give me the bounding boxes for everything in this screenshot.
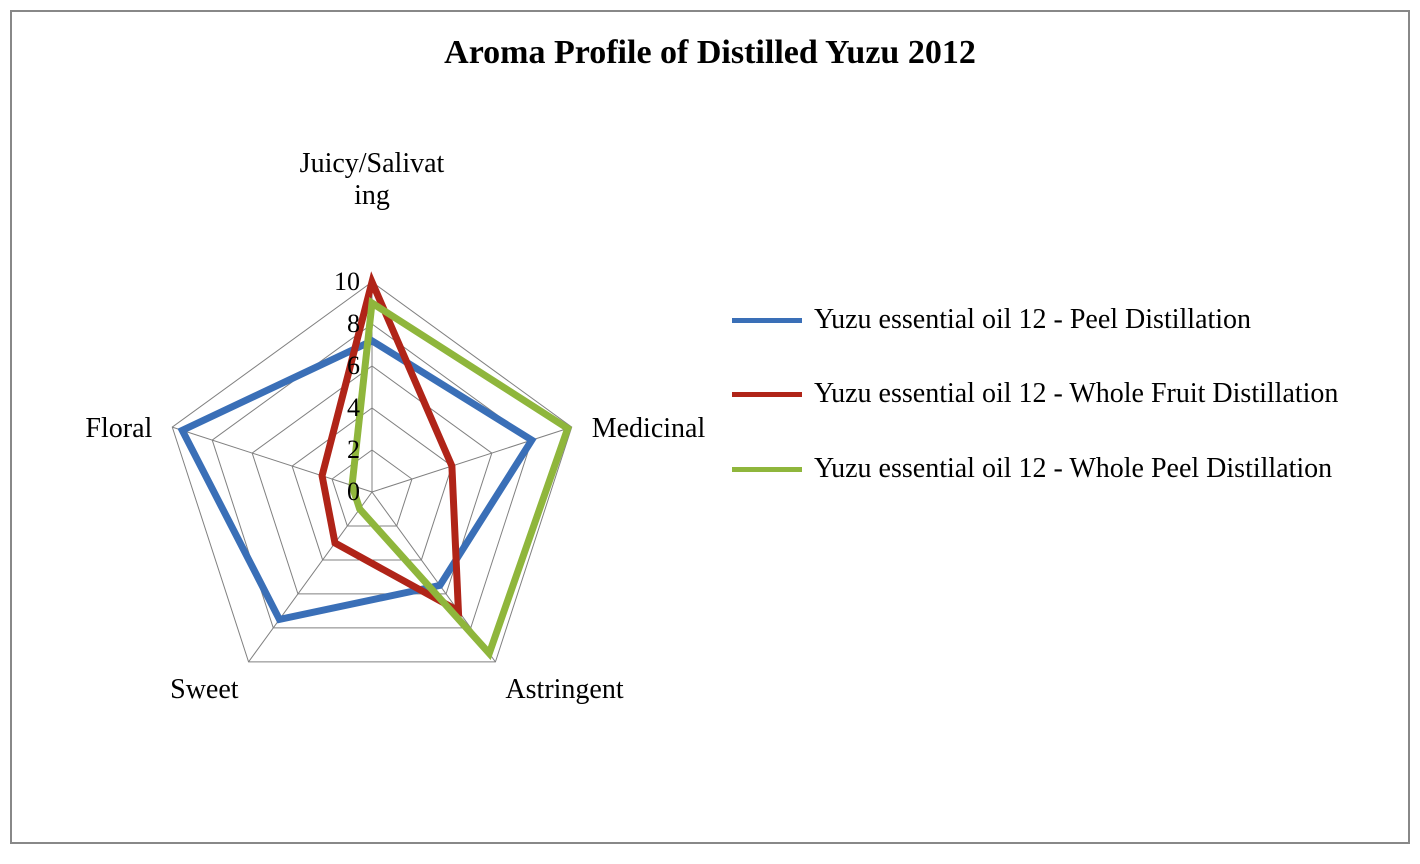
- grid-spoke: [372, 427, 572, 492]
- tick-label: 6: [310, 351, 360, 381]
- legend-color-line: [732, 392, 802, 397]
- tick-label: 8: [310, 309, 360, 339]
- legend-item: Yuzu essential oil 12 - Whole Peel Disti…: [732, 451, 1338, 487]
- axis-label: Juicy/Salivating: [262, 148, 482, 212]
- radar-chart-container: Aroma Profile of Distilled Yuzu 2012 Jui…: [10, 10, 1410, 844]
- tick-label: 4: [310, 393, 360, 423]
- axis-label: Sweet: [89, 674, 239, 706]
- legend-label: Yuzu essential oil 12 - Whole Peel Disti…: [814, 451, 1332, 487]
- tick-label: 2: [310, 435, 360, 465]
- axis-label: Astringent: [505, 674, 705, 706]
- tick-label: 0: [310, 477, 360, 507]
- legend-color-line: [732, 318, 802, 323]
- axis-label: Floral: [2, 413, 152, 445]
- legend-item: Yuzu essential oil 12 - Peel Distillatio…: [732, 302, 1338, 338]
- legend-label: Yuzu essential oil 12 - Peel Distillatio…: [814, 302, 1251, 338]
- legend-color-line: [732, 467, 802, 472]
- grid-spoke: [249, 492, 372, 662]
- legend-item: Yuzu essential oil 12 - Whole Fruit Dist…: [732, 376, 1338, 412]
- legend-label: Yuzu essential oil 12 - Whole Fruit Dist…: [814, 376, 1338, 412]
- tick-label: 10: [310, 267, 360, 297]
- chart-legend: Yuzu essential oil 12 - Peel Distillatio…: [732, 302, 1338, 525]
